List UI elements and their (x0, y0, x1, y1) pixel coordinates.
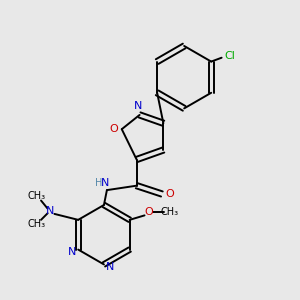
Text: O: O (166, 189, 175, 199)
Text: CH₃: CH₃ (28, 191, 46, 201)
Text: N: N (134, 101, 142, 111)
Text: O: O (145, 207, 153, 218)
Text: N: N (46, 206, 54, 216)
Text: Cl: Cl (224, 51, 236, 61)
Text: O: O (109, 124, 118, 134)
Text: N: N (101, 178, 110, 188)
Text: CH₃: CH₃ (28, 219, 46, 229)
Text: N: N (68, 247, 76, 257)
Text: H: H (95, 178, 102, 188)
Text: N: N (106, 262, 115, 272)
Text: CH₃: CH₃ (160, 207, 178, 218)
